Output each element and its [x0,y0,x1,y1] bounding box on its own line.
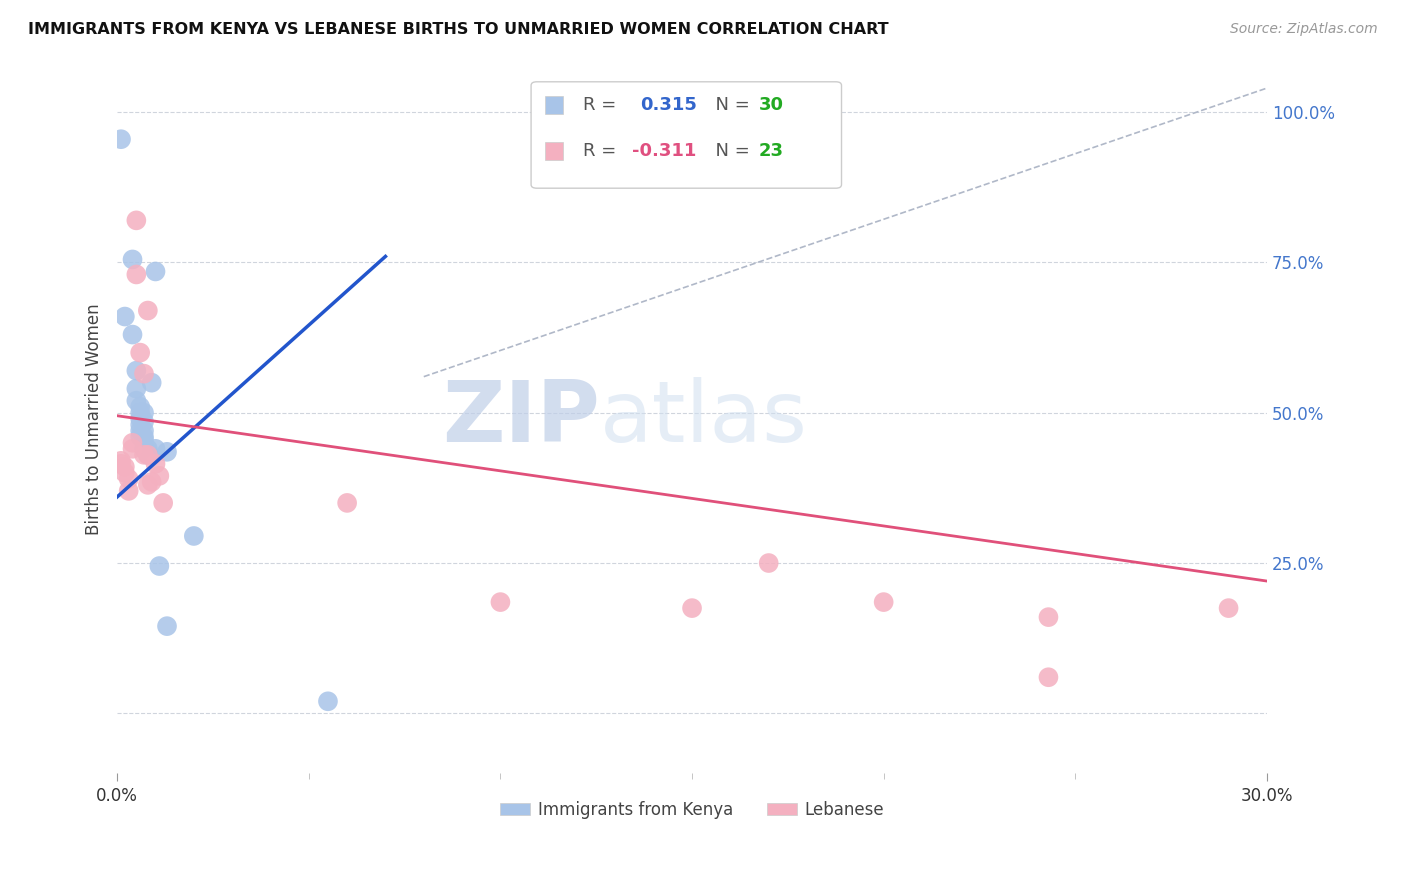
Point [118,472,141,486]
Legend: Immigrants from Kenya, Lebanese: Immigrants from Kenya, Lebanese [494,794,891,825]
Point [316,694,339,708]
Point [136,448,159,462]
Point [129,417,152,432]
Point [132,424,155,438]
Text: IMMIGRANTS FROM KENYA VS LEBANESE BIRTHS TO UNMARRIED WOMEN CORRELATION CHART: IMMIGRANTS FROM KENYA VS LEBANESE BIRTHS… [28,22,889,37]
Point [156,445,179,459]
Text: 0.315: 0.315 [640,95,697,114]
Point [121,435,143,450]
Point [125,393,148,408]
Point [121,327,143,342]
Point [1038,610,1060,624]
Point [125,364,148,378]
Point [336,496,359,510]
Point [129,406,152,420]
Point [129,345,152,359]
Point [125,213,148,227]
Point [148,468,170,483]
Point [145,457,167,471]
Y-axis label: Births to Unmarried Women: Births to Unmarried Women [86,303,103,534]
Point [136,303,159,318]
Point [132,448,155,462]
Point [136,445,159,459]
Point [136,442,159,456]
Text: ZIP: ZIP [443,377,600,460]
Point [110,132,132,146]
Point [110,457,132,471]
Point [121,442,143,456]
Point [132,430,155,444]
Text: atlas: atlas [600,377,808,460]
Point [125,268,148,282]
Point [132,433,155,447]
Point [758,556,780,570]
Text: R =: R = [583,95,627,114]
Text: 23: 23 [759,142,783,160]
Point [136,478,159,492]
Text: R =: R = [583,142,621,160]
Point [681,601,703,615]
Text: -0.311: -0.311 [633,142,696,160]
Point [1218,601,1240,615]
Text: N =: N = [703,95,755,114]
Point [183,529,205,543]
Point [114,466,136,480]
Point [132,406,155,420]
Point [145,264,167,278]
Point [136,448,159,462]
Point [121,252,143,267]
Point [129,411,152,425]
Point [132,415,155,429]
Point [129,430,152,444]
Point [114,310,136,324]
Point [125,382,148,396]
Text: 30: 30 [759,95,783,114]
Point [141,475,163,489]
Point [156,619,179,633]
Point [152,496,174,510]
Point [145,442,167,456]
Point [129,424,152,438]
Point [132,442,155,456]
Point [141,376,163,390]
Point [114,459,136,474]
Text: N =: N = [703,142,755,160]
Point [118,483,141,498]
Point [132,367,155,381]
Text: Source: ZipAtlas.com: Source: ZipAtlas.com [1230,22,1378,37]
FancyBboxPatch shape [531,82,842,188]
Point [129,400,152,414]
Point [148,559,170,574]
Point [872,595,894,609]
Point [1038,670,1060,684]
Point [489,595,512,609]
Point [110,454,132,468]
